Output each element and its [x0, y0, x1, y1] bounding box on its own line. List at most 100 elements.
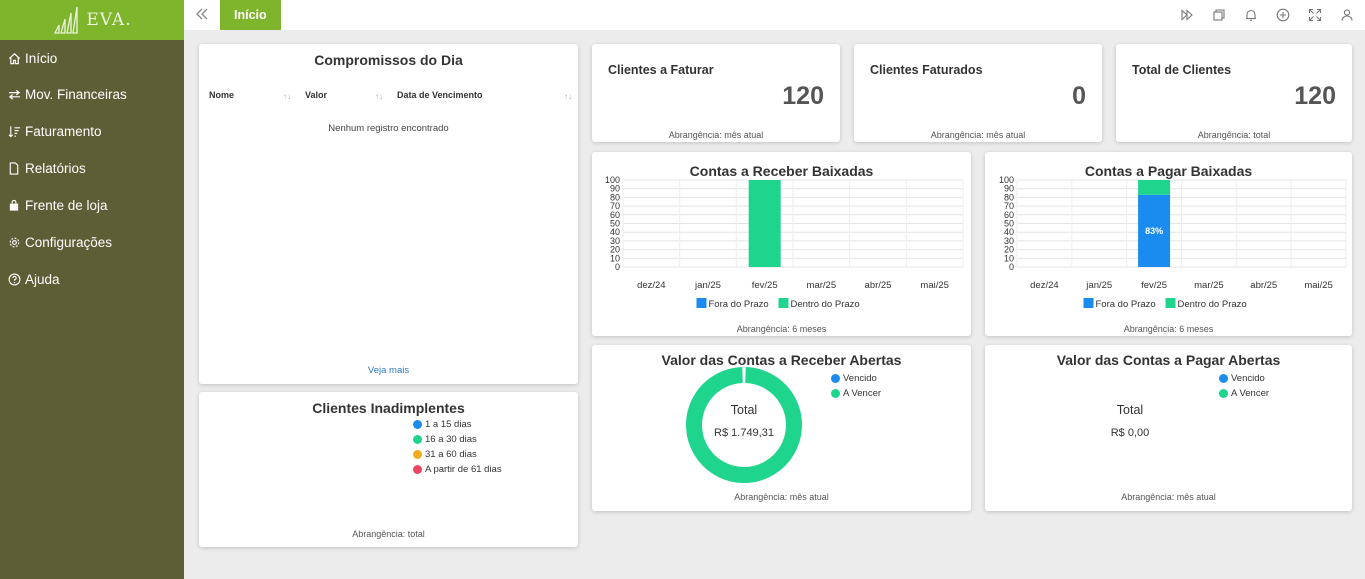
logo-text: EVA.	[86, 10, 132, 30]
x-tick-label: mai/25	[920, 280, 949, 291]
x-tick-label: dez/24	[1030, 280, 1059, 291]
donut-center-value: R$ 0,00	[1110, 427, 1150, 439]
column-header-nome[interactable]: Nome	[209, 90, 235, 100]
legend-item[interactable]: 16 a 30 dias	[413, 434, 502, 445]
legend-label: A Vencer	[843, 388, 882, 399]
sidebar-item-inicio[interactable]: Início	[0, 40, 184, 76]
y-tick-label: 100	[999, 175, 1014, 185]
legend-item[interactable]: A Vencer	[831, 388, 881, 399]
forward-icon[interactable]	[1175, 5, 1199, 25]
kpi-value: 120	[1294, 82, 1336, 110]
logo[interactable]: EVA.	[0, 0, 184, 40]
legend-swatch	[778, 298, 789, 308]
y-tick-label: 30	[610, 236, 620, 246]
x-tick-label: fev/25	[1141, 280, 1167, 291]
sidebar-item-mov-financeiras[interactable]: Mov. Financeiras	[0, 76, 184, 113]
bell-icon[interactable]	[1239, 5, 1263, 25]
donut-center-label: Total	[730, 403, 758, 417]
x-tick-label: jan/25	[694, 280, 721, 291]
legend-label: Fora do Prazo	[709, 299, 769, 310]
card-footer: Abrangência: 6 meses	[1123, 324, 1214, 334]
legend-swatch	[696, 298, 707, 308]
sidebar-item-configuracoes[interactable]: Configurações	[0, 224, 184, 261]
y-tick-label: 20	[1004, 245, 1014, 255]
windows-icon[interactable]	[1207, 5, 1231, 25]
collapse-sidebar-icon[interactable]	[194, 6, 212, 24]
legend-swatch	[1083, 298, 1094, 308]
sidebar-item-frente-de-loja[interactable]: Frente de loja	[0, 187, 184, 224]
sidebar-nav: Início Mov. Financeiras Faturamento Rela…	[0, 40, 184, 298]
bag-icon	[6, 199, 22, 212]
sidebar-item-faturamento[interactable]: Faturamento	[0, 113, 184, 150]
legend-label: Vencido	[1231, 373, 1265, 384]
x-tick-label: fev/25	[752, 280, 778, 291]
x-tick-label: dez/24	[637, 280, 666, 291]
card-footer: Abrangência: total	[1197, 130, 1271, 140]
tab-inicio[interactable]: Início	[220, 0, 281, 30]
card-contas-a-receber-abertas: Valor das Contas a Receber Abertas Venci…	[592, 345, 971, 511]
sidebar-item-ajuda[interactable]: Ajuda	[0, 261, 184, 298]
column-header-valor[interactable]: Valor	[305, 90, 328, 100]
topbar-actions	[1175, 5, 1359, 25]
add-circle-icon[interactable]	[1271, 5, 1295, 25]
donut-chart-pagar: Valor das Contas a Pagar Abertas	[1057, 352, 1281, 368]
card-clientes-faturados: Clientes Faturados 0 Abrangência: mês at…	[854, 44, 1102, 142]
sort-icon[interactable]: ↑↓	[283, 92, 291, 101]
sort-icon[interactable]: ↑↓	[375, 92, 383, 101]
sort-icon[interactable]: ↑↓	[564, 92, 572, 101]
legend-label: Vencido	[843, 373, 877, 384]
column-header-data-de-vencimento[interactable]: Data de Vencimento	[397, 90, 483, 100]
help-icon	[6, 273, 22, 286]
sidebar-item-label: Configurações	[25, 235, 113, 250]
legend-label: Dentro do Prazo	[1178, 299, 1247, 310]
y-tick-label: 70	[1004, 201, 1014, 211]
bar-chart-receber: Contas a Receber Baixadas 010203040506070…	[605, 163, 964, 310]
sidebar-item-label: Mov. Financeiras	[25, 87, 127, 102]
sidebar-item-relatorios[interactable]: Relatórios	[0, 150, 184, 187]
logo-chart-icon	[54, 6, 79, 34]
legend-label: Fora do Prazo	[1096, 299, 1156, 310]
sidebar-item-label: Faturamento	[25, 124, 102, 139]
card-clientes-a-faturar: Clientes a Faturar 120 Abrangência: mês …	[592, 44, 840, 142]
kpi-label: Clientes a Faturar	[608, 63, 714, 77]
legend-label: 1 a 15 dias	[425, 419, 472, 430]
kpi-label: Total de Clientes	[1132, 63, 1232, 77]
card-footer: Abrangência: 6 meses	[736, 324, 827, 334]
legend-item[interactable]: Vencido	[831, 373, 881, 384]
document-icon	[6, 162, 22, 175]
fullscreen-icon[interactable]	[1303, 5, 1327, 25]
legend-swatch	[413, 465, 422, 474]
y-tick-label: 90	[1004, 184, 1014, 194]
x-tick-label: mai/25	[1304, 280, 1333, 291]
x-tick-label: abr/25	[1250, 280, 1277, 291]
legend-swatch	[1219, 374, 1228, 383]
legend: Vencido A Vencer	[831, 373, 881, 403]
card-clientes-inadimplentes: Clientes Inadimplentes 1 a 15 dias 16 a …	[199, 392, 578, 547]
legend-item[interactable]: A Vencer	[1219, 388, 1269, 399]
donut-center-label: Total	[1116, 403, 1144, 417]
card-total-de-clientes: Total de Clientes 120 Abrangência: total	[1116, 44, 1352, 142]
kpi-label: Clientes Faturados	[870, 63, 983, 77]
chart-title: Valor das Contas a Receber Abertas	[662, 352, 902, 368]
x-tick-label: abr/25	[865, 280, 892, 291]
card-contas-a-pagar-baixadas: Contas a Pagar Baixadas 0 10 20 30 40 50 60 70 80…	[985, 152, 1352, 336]
donut-center-value: R$ 1.749,31	[714, 427, 774, 439]
legend-swatch	[413, 435, 422, 444]
sidebar-item-label: Frente de loja	[25, 198, 108, 213]
user-icon[interactable]	[1335, 5, 1359, 25]
see-more-link[interactable]: Veja mais	[367, 365, 410, 376]
legend-item[interactable]: A partir de 61 dias	[413, 464, 502, 475]
card-compromissos-do-dia: Compromissos do Dia Nome ↑↓ Valor ↑↓ Dat…	[199, 44, 578, 384]
donut-chart-receber: Valor das Contas a Receber Abertas	[662, 352, 902, 483]
card-footer: Abrangência: total	[352, 529, 425, 539]
card-contas-a-receber-baixadas: Contas a Receber Baixadas 0 10 20 30 40 50 60 70…	[592, 152, 971, 336]
legend-item[interactable]: 31 a 60 dias	[413, 449, 502, 460]
x-tick-label: mar/25	[807, 280, 837, 291]
legend-item[interactable]: 1 a 15 dias	[413, 419, 502, 430]
legend: 1 a 15 dias 16 a 30 dias 31 a 60 dias A …	[413, 419, 502, 479]
legend-label: 31 a 60 dias	[425, 449, 477, 460]
y-tick-label: 80	[1004, 192, 1014, 202]
legend-item[interactable]: Vencido	[1219, 373, 1269, 384]
sidebar: EVA. Início Mov. Financeiras Faturamento…	[0, 0, 184, 579]
table-header: Nome ↑↓ Valor ↑↓ Data de Vencimento ↑↓	[209, 90, 572, 104]
